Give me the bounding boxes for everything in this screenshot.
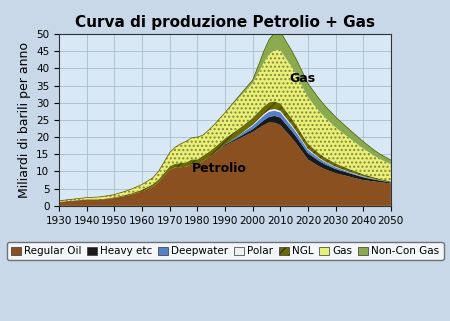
Text: Gas: Gas xyxy=(289,72,315,85)
Legend: Regular Oil, Heavy etc, Deepwater, Polar, NGL, Gas, Non-Con Gas: Regular Oil, Heavy etc, Deepwater, Polar… xyxy=(6,242,444,260)
Text: Petrolio: Petrolio xyxy=(192,161,247,175)
Title: Curva di produzione Petrolio + Gas: Curva di produzione Petrolio + Gas xyxy=(75,15,375,30)
Y-axis label: Miliardi di barili per anno: Miliardi di barili per anno xyxy=(18,42,31,198)
